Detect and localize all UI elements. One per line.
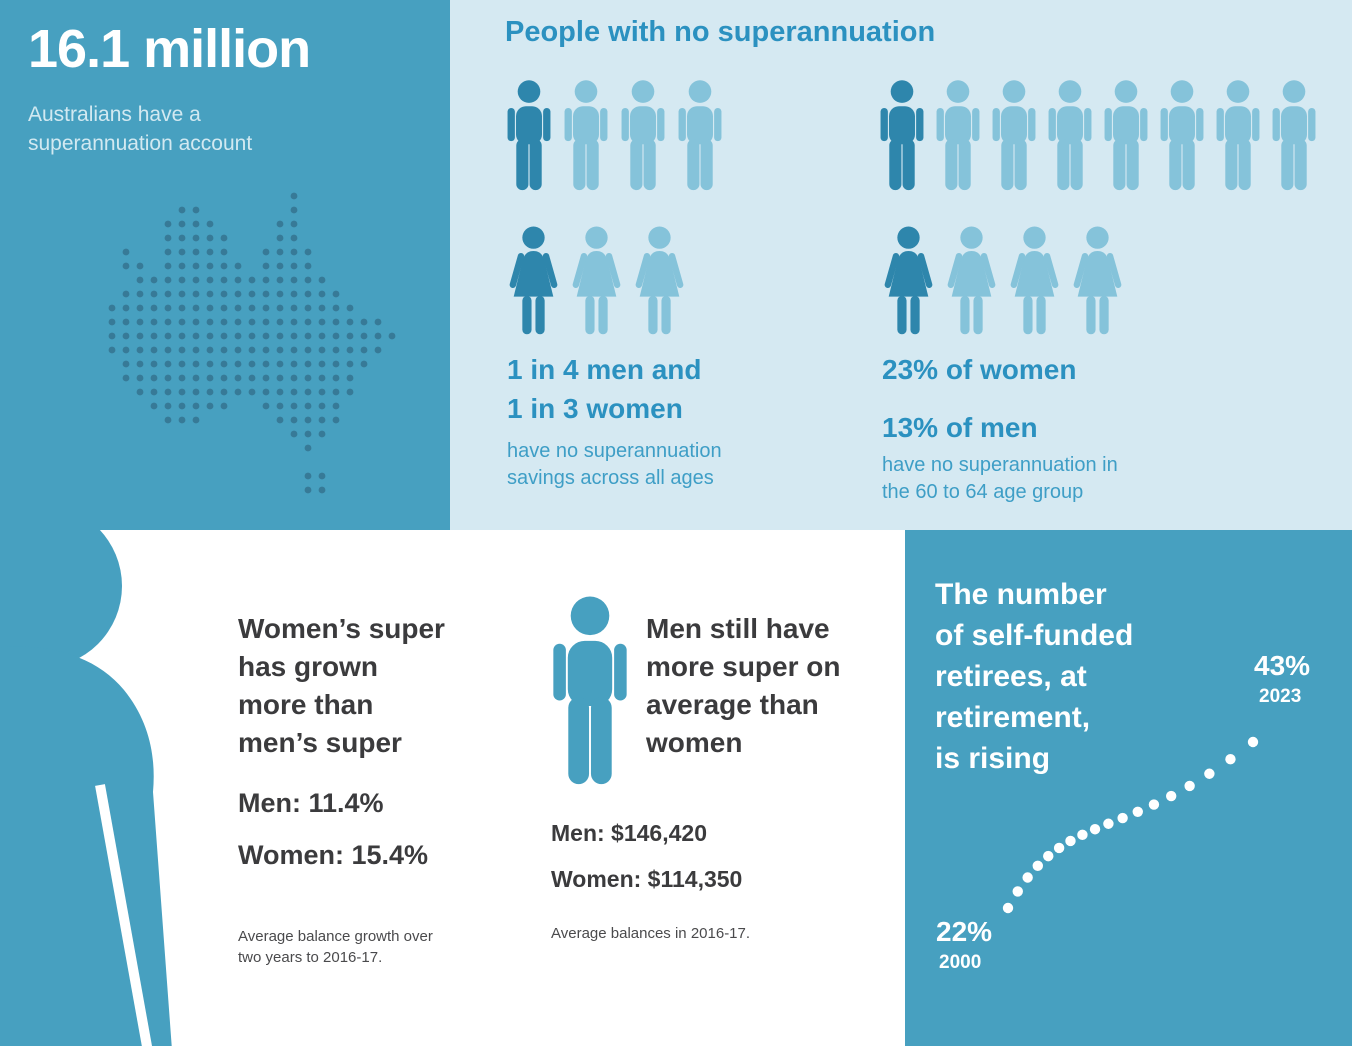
female-person-icon [882,226,935,338]
headline-subtitle: Australians have a superannuation accoun… [28,103,253,155]
section-title: People with no superannuation [505,16,936,48]
dotted-rising-trend-icon [1002,736,1259,914]
female-person-icon [945,226,998,338]
trend-end-year: 2023 [1259,686,1302,707]
panel-self-funded-retirees: The number of self-funded retirees, at r… [905,530,1352,1046]
heading-women-growth: Women’s super has grown more than men’s … [238,613,445,758]
male-person-icon [1160,80,1204,191]
male-person-icon [507,80,551,191]
australia-dot-map-icon [108,192,396,494]
stat-men-growth: Men: 11.4% [238,788,384,818]
age-60-64-women-icons-row [882,226,1124,338]
panel-super-accounts: 16.1 million Australians have a superann… [0,0,450,530]
man-pictogram-icon [553,596,627,785]
footnote-growth: Average balance growth over two years to… [238,928,433,966]
all-ages-men-icons-row [505,80,724,193]
male-person-icon [1104,80,1148,191]
male-person-icon [992,80,1036,191]
caption-60-64: have no superannuation in the 60 to 64 a… [882,454,1118,503]
stat-women-60-64: 23% of women [882,354,1077,385]
female-person-icon [1008,226,1061,338]
male-person-icon [1048,80,1092,191]
female-person-icon [507,226,560,338]
stat-women-balance: Women: $114,350 [551,866,743,892]
headline-total-accounts: 16.1 million [28,19,311,79]
heading-retirees: The number of self-funded retirees, at r… [935,578,1134,775]
trend-start-year: 2000 [939,952,982,973]
stat-men-balance: Men: $146,420 [551,820,707,846]
panel-no-superannuation: People with no superannuation 1 in 4 men… [450,0,1352,530]
female-person-icon [570,226,623,338]
stat-women-growth: Women: 15.4% [238,840,429,870]
panel-balances: Women’s super has grown more than men’s … [0,530,905,1046]
footnote-balances: Average balances in 2016-17. [551,925,751,942]
heading-men-average: Men still have more super on average tha… [646,613,841,758]
male-person-icon [621,80,665,191]
male-person-icon [880,80,924,191]
stat-all-ages: 1 in 4 men and 1 in 3 women [507,354,702,424]
male-person-icon [678,80,722,191]
male-person-icon [1272,80,1316,191]
all-ages-women-icons-row [507,226,686,338]
male-person-icon [1216,80,1260,191]
trend-start-value: 22% [936,916,993,947]
age-60-64-men-icons-row [878,80,1318,193]
stat-men-60-64: 13% of men [882,412,1038,443]
male-person-icon [564,80,608,191]
male-person-icon [936,80,980,191]
trend-end-value: 43% [1254,650,1311,681]
female-person-icon [1071,226,1124,338]
caption-all-ages: have no superannuation savings across al… [507,440,722,489]
large-woman-silhouette-icon [0,530,172,1046]
female-person-icon [633,226,686,338]
